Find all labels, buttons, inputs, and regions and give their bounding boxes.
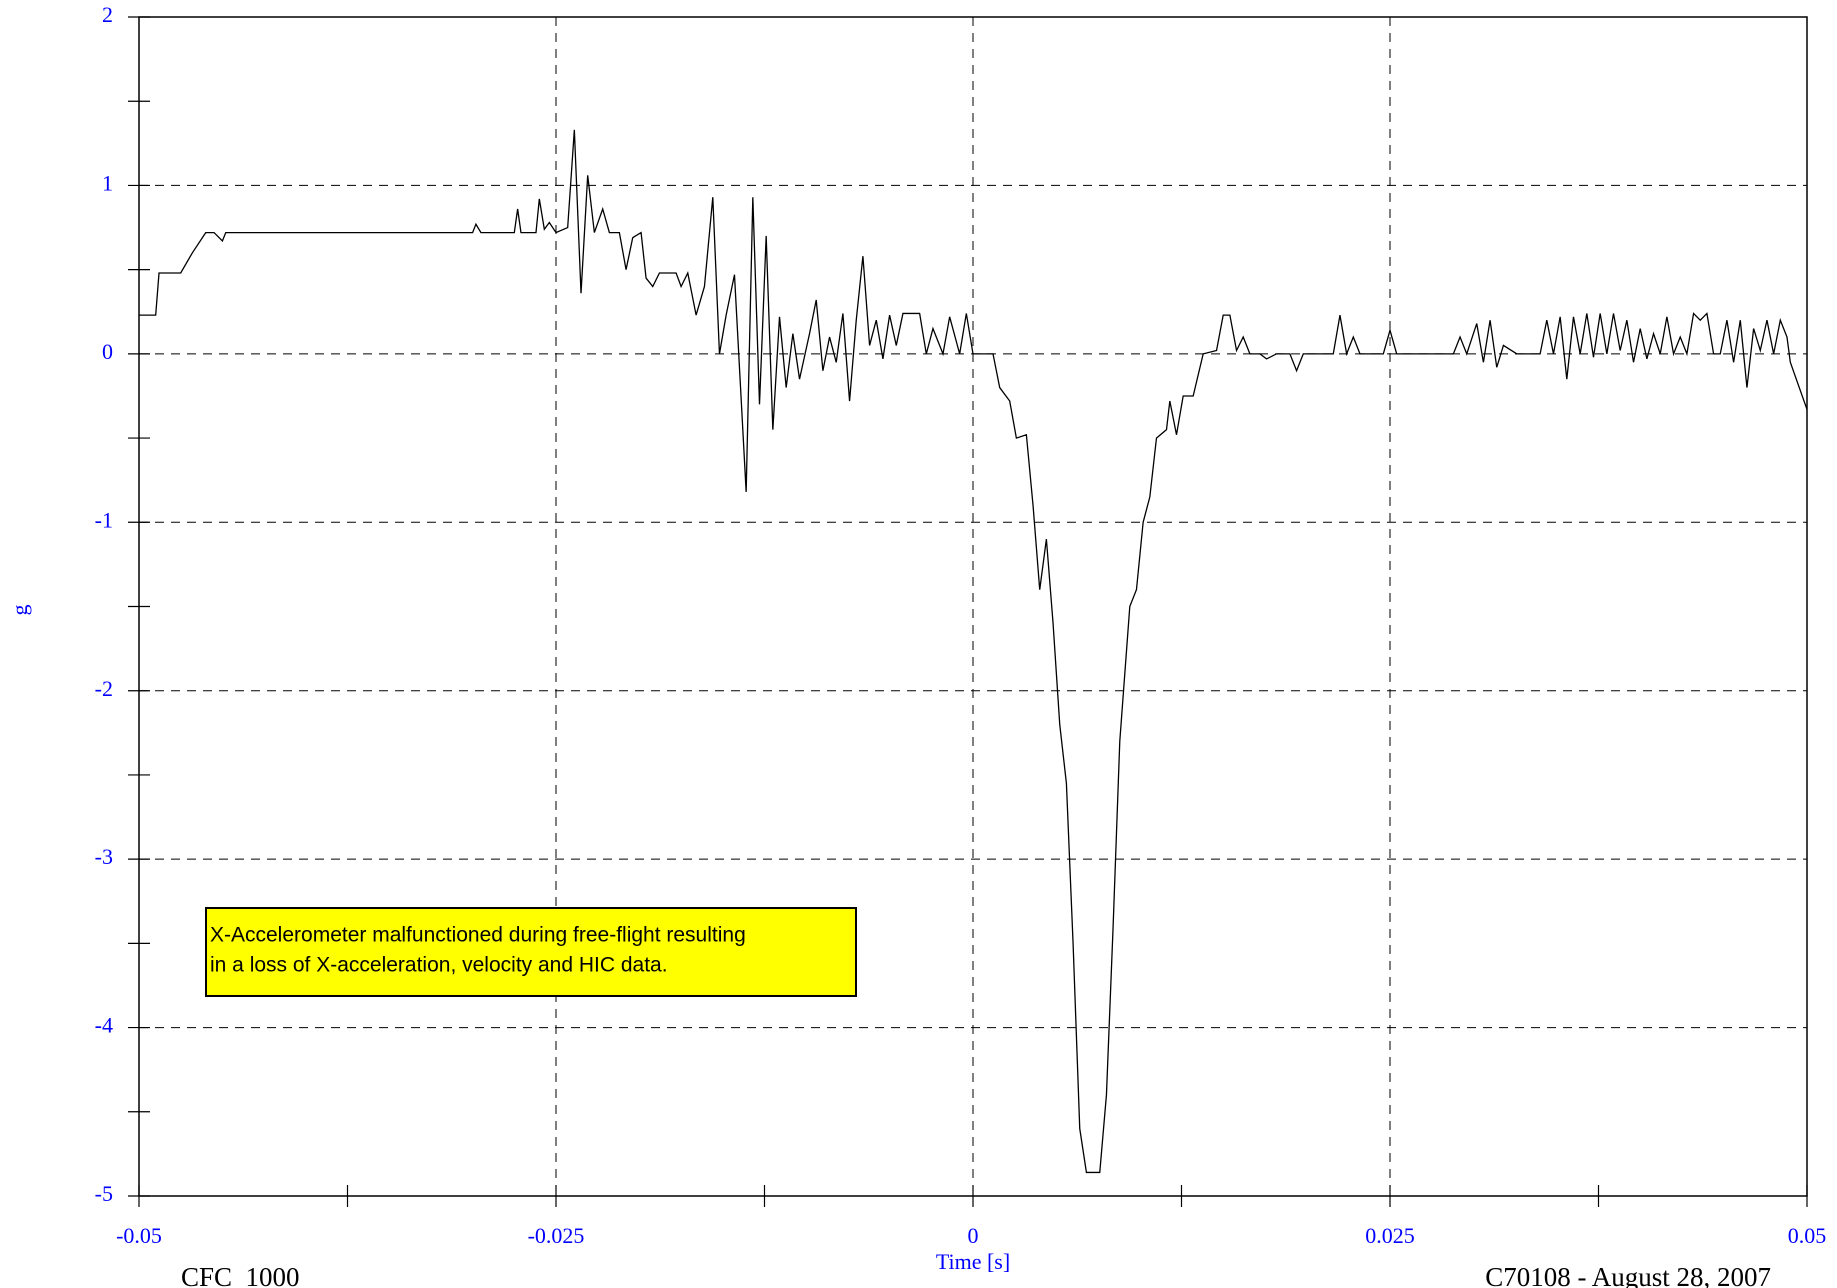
y-tick-label: 2 [102,2,113,27]
x-axis-label: Time [s] [936,1249,1010,1274]
x-tick-label: -0.05 [116,1223,162,1248]
data-line [139,129,1808,1174]
footer-left: CFC_1000 [181,1262,300,1288]
y-tick-label: 1 [102,170,113,195]
y-tick-label: -4 [95,1013,113,1038]
x-tick-label: 0 [968,1223,979,1248]
y-tick-label: -5 [95,1181,113,1206]
y-axis-label: g [7,605,32,616]
annotation-text: in a loss of X-acceleration, velocity an… [210,954,668,977]
annotation-text: X-Accelerometer malfunctioned during fre… [210,924,746,947]
footer-right: C70108 - August 28, 2007 [1485,1262,1771,1288]
x-tick-label: 0.025 [1365,1223,1415,1248]
x-tick-label: -0.025 [528,1223,585,1248]
y-tick-label: 0 [102,339,113,364]
plot-frame [138,16,1808,1197]
annotation-box [205,907,857,997]
y-tick-label: -1 [95,507,113,532]
x-tick-label: 0.05 [1788,1223,1827,1248]
y-tick-label: -2 [95,676,113,701]
y-tick-label: -3 [95,844,113,869]
